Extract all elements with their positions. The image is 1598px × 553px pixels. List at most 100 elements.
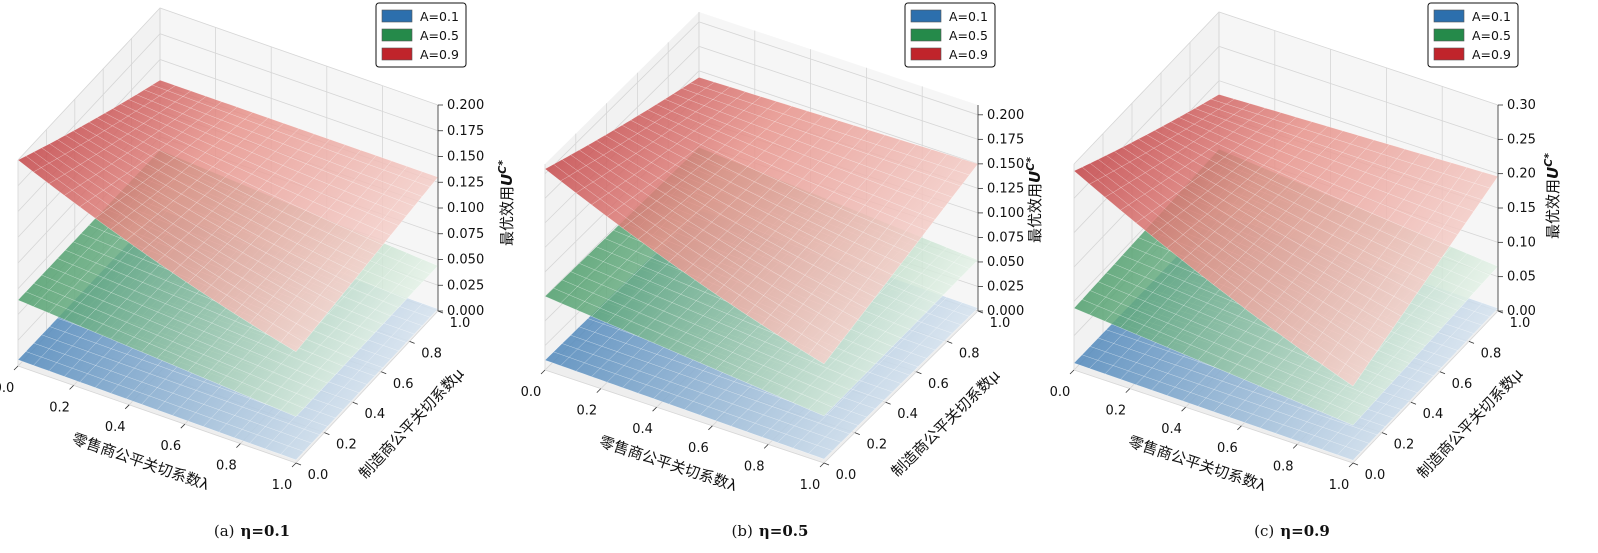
- y-tick-label: 0.6: [928, 377, 949, 392]
- surface-mesh-line: [570, 154, 850, 331]
- surface-mesh-line: [136, 94, 415, 207]
- surface-mesh-line: [25, 155, 305, 343]
- z-tick-label: 0.000: [447, 304, 484, 319]
- legend-entry: A=0.9: [949, 47, 988, 62]
- y-tick-label: 0.0: [1365, 468, 1386, 483]
- x-tick-mark: [540, 369, 546, 375]
- surface-mesh-line: [1186, 112, 1466, 224]
- y-tick-label: 1.0: [450, 316, 471, 331]
- x-tick-label: 0.0: [521, 385, 542, 400]
- surface-mesh-line: [1210, 98, 1490, 189]
- surface-mesh-line: [17, 359, 297, 461]
- surface-mesh-line: [33, 342, 312, 444]
- surface-mesh-line: [33, 151, 312, 333]
- y-tick-mark: [1439, 371, 1446, 375]
- surface-mesh-line: [1202, 103, 1482, 200]
- legend: A=0.1 A=0.5 A=0.9: [375, 2, 467, 68]
- surface-mesh-line: [1073, 362, 1354, 461]
- surface-mesh-line: [33, 283, 312, 401]
- surface-mesh-line: [41, 274, 320, 392]
- x-axis-label: 零售商公平关切系数λ: [597, 433, 739, 496]
- x-tick-mark: [1292, 444, 1298, 449]
- y-tick-label: 0.0: [308, 468, 329, 483]
- surface-mesh-line: [73, 130, 352, 285]
- z-axis-label: 最优效用UC*: [496, 160, 516, 246]
- surface-A-0.9: [544, 77, 979, 365]
- z-axis-label-superscript: C*: [1024, 157, 1037, 171]
- legend-entry: A=0.5: [949, 28, 988, 43]
- y-tick-mark: [1381, 432, 1388, 435]
- z-tick-label: 0.10: [1507, 235, 1536, 250]
- y-tick-mark: [885, 401, 891, 405]
- chart-panel-2: 0.00.20.40.60.81.00.00.20.40.60.81.00.00…: [521, 2, 1044, 540]
- caption-eta: η=0.5: [759, 522, 809, 540]
- z-tick-label: 0.05: [1507, 270, 1536, 285]
- surface-mesh-line: [1090, 346, 1370, 444]
- x-tick-label: 1.0: [272, 478, 293, 493]
- x-tick-label: 0.6: [1217, 441, 1238, 456]
- surface-mesh-line: [1154, 130, 1434, 270]
- surface-mesh-line: [1138, 138, 1418, 294]
- z-tick-label: 0.175: [987, 132, 1024, 147]
- z-tick-label: 0.050: [987, 255, 1024, 270]
- x-tick-mark: [1348, 462, 1354, 468]
- x-tick-label: 0.2: [49, 400, 70, 415]
- z-tick-label: 0.025: [447, 278, 484, 293]
- z-axis-label-superscript: C*: [1542, 153, 1555, 167]
- surface-mesh-line: [1089, 163, 1370, 364]
- y-tick-label: 0.8: [421, 346, 442, 361]
- z-axis-label-text: 最优效用: [1026, 183, 1044, 243]
- caption-prefix: (a): [214, 522, 235, 540]
- surface-mesh-line: [1081, 166, 1362, 375]
- surface-mesh-line: [49, 143, 328, 314]
- y-tick-label: 0.2: [866, 438, 887, 453]
- z-tick-label: 0.175: [447, 124, 484, 139]
- surface-mesh-line: [65, 134, 344, 294]
- x-tick-mark: [124, 404, 130, 410]
- z-tick-label: 0.200: [447, 98, 484, 113]
- x-tick-mark: [819, 462, 825, 468]
- legend-swatch: [1433, 9, 1465, 23]
- caption-prefix: (c): [1254, 522, 1274, 540]
- surface-mesh-line: [562, 279, 842, 399]
- z-tick-label: 0.30: [1507, 98, 1536, 113]
- x-tick-label: 0.6: [688, 441, 709, 456]
- surface-mesh-line: [596, 139, 876, 298]
- surface-mesh-line: [1114, 151, 1394, 329]
- caption-eta: η=0.9: [1280, 522, 1330, 540]
- legend-entry: A=0.5: [1472, 28, 1511, 43]
- legend: A=0.1 A=0.5 A=0.9: [1427, 2, 1519, 68]
- surface-mesh-line: [152, 84, 431, 188]
- surface-mesh-line: [544, 168, 825, 365]
- x-tick-label: 0.8: [216, 459, 237, 474]
- y-tick-label: 0.6: [393, 377, 414, 392]
- x-tick-mark: [652, 406, 657, 412]
- surface-A-0.9: [17, 79, 439, 353]
- z-axis-label: 最优效用UC*: [1542, 153, 1562, 239]
- z-axis-label: 最优效用UC*: [1024, 157, 1044, 243]
- x-tick-label: 0.2: [1105, 404, 1126, 419]
- surface-fill: [18, 80, 438, 352]
- y-tick-mark: [381, 371, 387, 375]
- legend-swatch: [381, 28, 413, 42]
- surface-mesh-line: [1098, 159, 1378, 352]
- surface-mesh-line: [604, 135, 885, 287]
- surface-mesh-line: [681, 88, 961, 187]
- surface-mesh-line: [1178, 117, 1458, 235]
- x-tick-mark: [1237, 425, 1242, 431]
- surface-mesh-line: [1130, 142, 1410, 305]
- surface-mesh-line: [587, 144, 867, 309]
- legend-swatch: [910, 28, 942, 42]
- z-tick-label: 0.000: [987, 304, 1024, 319]
- surface-mesh-line: [1122, 146, 1402, 317]
- legend-entry: A=0.9: [420, 47, 459, 62]
- x-tick-label: 0.0: [1050, 385, 1071, 400]
- y-tick-label: 0.4: [364, 407, 385, 422]
- x-tick-mark: [180, 423, 186, 429]
- surface-mesh-line: [613, 129, 893, 276]
- surface-mesh-line: [553, 351, 833, 451]
- legend: A=0.1 A=0.5 A=0.9: [904, 2, 996, 68]
- surface-mesh-line: [128, 99, 407, 217]
- z-tick-label: 0.150: [987, 157, 1024, 172]
